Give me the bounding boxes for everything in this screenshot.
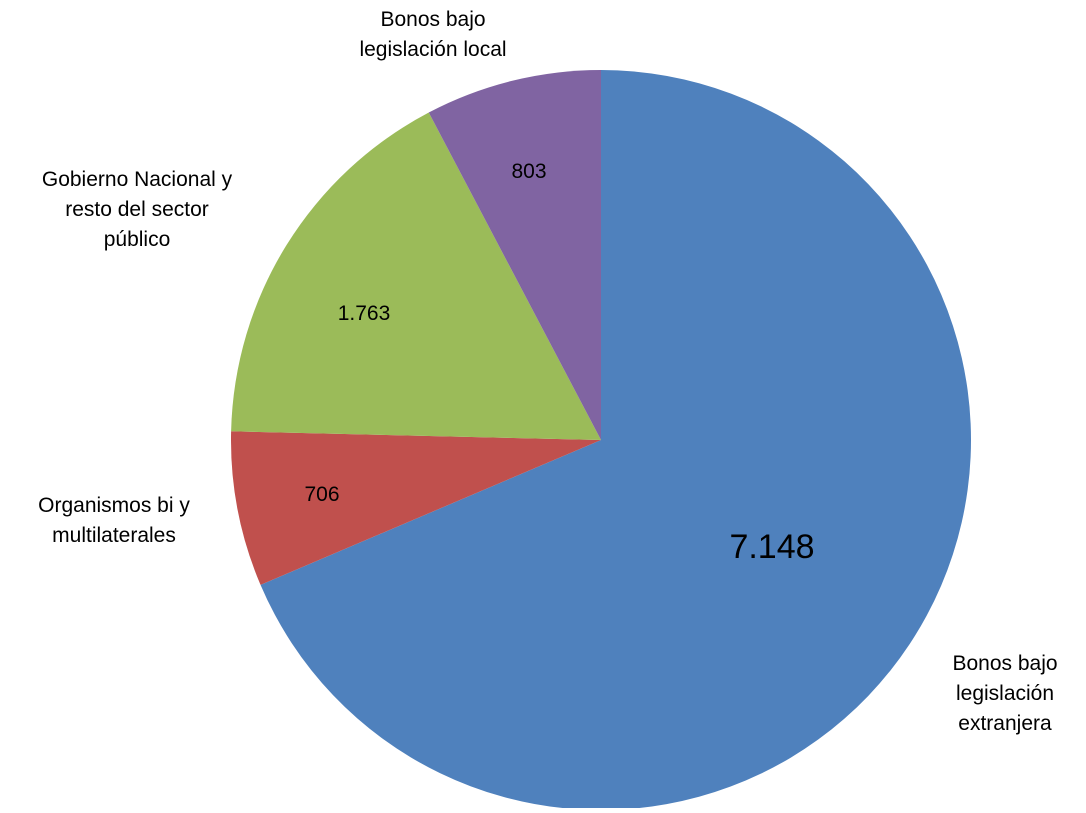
value-label-organismos: 706 (304, 483, 339, 506)
pie-slices (231, 70, 972, 811)
category-label-line: Bonos bajo (952, 652, 1057, 675)
value-label-bonos-local: 803 (511, 160, 546, 183)
value-label-bonos-extranjera: 7.148 (729, 528, 814, 566)
category-label-bonos-local: Bonos bajo legislación local (359, 8, 506, 61)
category-label-line: extranjera (958, 712, 1052, 735)
slice-gobierno (231, 112, 602, 441)
category-label-bonos-extranjera: Bonos bajo legislación extranjera (952, 652, 1057, 735)
slice-bonos-local (428, 70, 601, 440)
category-label-line: Bonos bajo (380, 8, 485, 31)
category-label-line: multilaterales (52, 524, 176, 547)
category-label-line: legislación (956, 682, 1054, 705)
slice-bonos-extranjera (260, 70, 972, 811)
category-label-line: Organismos bi y (38, 494, 190, 517)
category-label-line: público (104, 228, 171, 251)
value-label-gobierno: 1.763 (338, 302, 391, 325)
slice-organismos (231, 431, 601, 585)
category-label-line: Gobierno Nacional y (42, 168, 233, 191)
category-label-organismos: Organismos bi y multilaterales (38, 494, 190, 547)
category-label-gobierno: Gobierno Nacional y resto del sector púb… (42, 168, 233, 251)
category-label-line: resto del sector (65, 198, 209, 221)
category-label-line: legislación local (359, 38, 506, 61)
